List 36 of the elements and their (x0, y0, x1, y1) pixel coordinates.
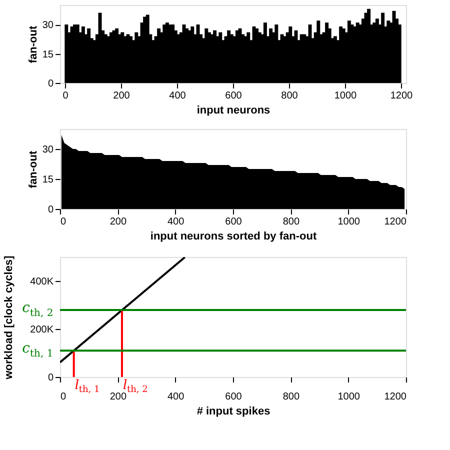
x-axis-title: input neurons sorted by fan-out (150, 230, 317, 242)
y-axis-title: workload [clock cycles] (3, 255, 16, 380)
x-tick-label: 0 (60, 392, 66, 402)
x-tick-label: 800 (281, 90, 298, 102)
y-axis-title: fan-out (27, 150, 40, 188)
x-tick-label: 200 (113, 90, 130, 102)
x-tick-label: 800 (282, 216, 300, 228)
x-tick-label: 400 (169, 90, 186, 102)
y-tick-label: 0 (48, 372, 54, 384)
x-tick-label: 800 (282, 392, 300, 402)
y-tick-label: 30 (42, 20, 54, 31)
x-tick-label: 1000 (338, 392, 360, 402)
x-tick-label: 1200 (390, 90, 414, 102)
y-tick-label: 200K (30, 324, 54, 336)
x-tick-label: 400 (167, 216, 185, 228)
x-tick-label: 600 (225, 90, 242, 102)
y-tick-label: 0 (48, 78, 54, 90)
x-axis-title: input neurons (196, 104, 270, 116)
y-tick-label: 15 (42, 49, 54, 60)
x-tick-label: 0 (60, 216, 66, 228)
x-tick-label: 600 (225, 392, 242, 402)
y-tick-label: 400K (30, 276, 54, 288)
y-tick-label: 30 (42, 144, 54, 156)
x-tick-label: 200 (110, 392, 127, 402)
x-tick-label: 400 (167, 392, 185, 402)
x-tick-label: 1000 (338, 216, 360, 228)
y-tick-label: 0 (48, 204, 54, 216)
y-tick-label: 15 (42, 174, 54, 186)
y-axis-title: fan-out (27, 26, 40, 64)
x-tick-label: 0 (62, 90, 69, 102)
x-tick-label: 600 (225, 216, 242, 228)
x-tick-label: 200 (110, 216, 127, 228)
x-tick-label: 1000 (334, 90, 358, 102)
x-axis-title: # input spikes (196, 406, 270, 418)
x-tick-label: 1200 (384, 392, 407, 402)
x-tick-label: 1200 (384, 216, 407, 228)
